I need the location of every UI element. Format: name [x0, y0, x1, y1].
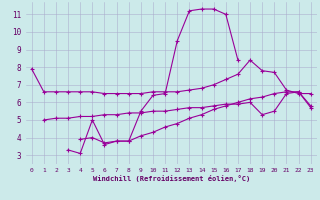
X-axis label: Windchill (Refroidissement éolien,°C): Windchill (Refroidissement éolien,°C)	[92, 175, 250, 182]
